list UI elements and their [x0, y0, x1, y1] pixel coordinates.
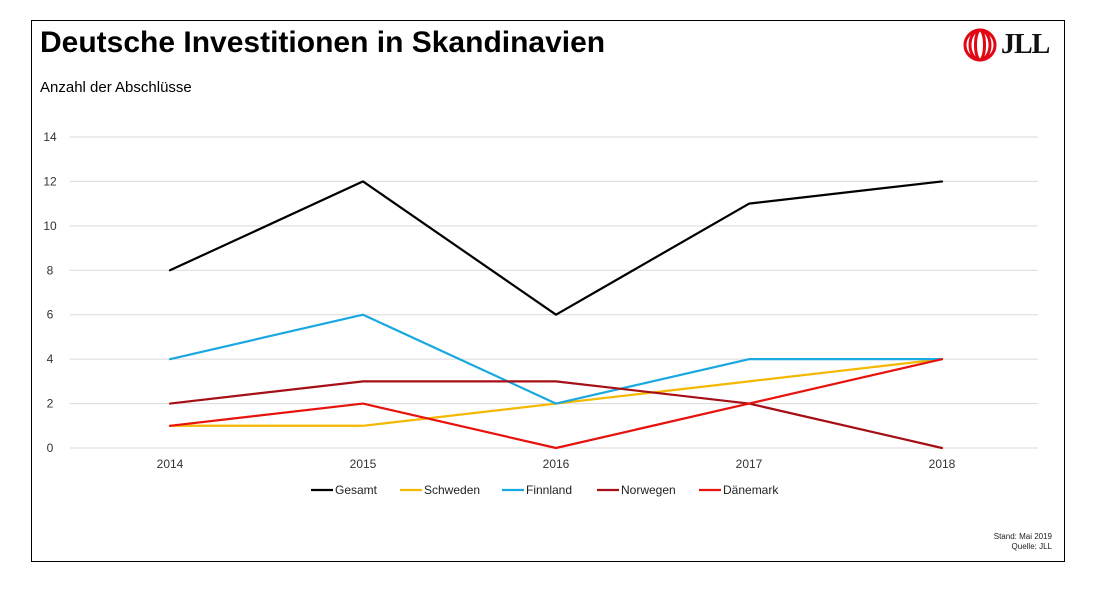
x-tick-label: 2015 [350, 457, 377, 471]
note-date: Stand: Mai 2019 [993, 532, 1052, 541]
legend-label: Norwegen [621, 483, 676, 497]
series-lines [168, 180, 944, 450]
y-axis-ticks: 0 2 4 6 8 10 12 14 [43, 130, 57, 455]
x-tick-label: 2014 [157, 457, 184, 471]
y-axis-label: Anzahl der Abschlüsse [40, 79, 192, 96]
x-tick-label: 2018 [929, 457, 956, 471]
series-line-norwegen [168, 380, 944, 450]
x-tick-label: 2017 [736, 457, 763, 471]
x-axis-ticks: 2014 2015 2016 2017 2018 [157, 457, 956, 471]
y-tick-label: 4 [47, 352, 54, 366]
series-line-schweden [168, 358, 944, 427]
note-source: Quelle: JLL [1011, 542, 1052, 551]
chart-title: Deutsche Investitionen in Skandinavien [40, 26, 606, 59]
y-tick-label: 0 [47, 441, 54, 455]
jll-logo: JLL [963, 27, 1050, 63]
legend-label: Finnland [526, 483, 572, 497]
y-tick-label: 2 [47, 397, 54, 411]
x-tick-label: 2016 [543, 457, 570, 471]
jll-logo-icon [963, 28, 997, 62]
series-line-dänemark [168, 358, 944, 450]
series-line-gesamt [168, 180, 944, 316]
y-tick-label: 14 [43, 130, 57, 144]
legend-label: Dänemark [723, 483, 779, 497]
y-tick-label: 8 [47, 263, 54, 277]
logo-text: JLL [1001, 29, 1050, 60]
legend-label: Gesamt [335, 483, 378, 497]
source-note: Stand: Mai 2019 Quelle: JLL [994, 532, 1052, 552]
series-line-finnland [168, 313, 944, 405]
chart-frame [31, 20, 1065, 562]
legend-label: Schweden [424, 483, 480, 497]
legend: Gesamt Schweden Finnland Norwegen Dänemark [311, 483, 779, 497]
grid-lines [70, 136, 1038, 449]
y-tick-label: 10 [43, 219, 57, 233]
y-tick-label: 6 [47, 308, 54, 322]
y-tick-label: 12 [43, 174, 57, 188]
